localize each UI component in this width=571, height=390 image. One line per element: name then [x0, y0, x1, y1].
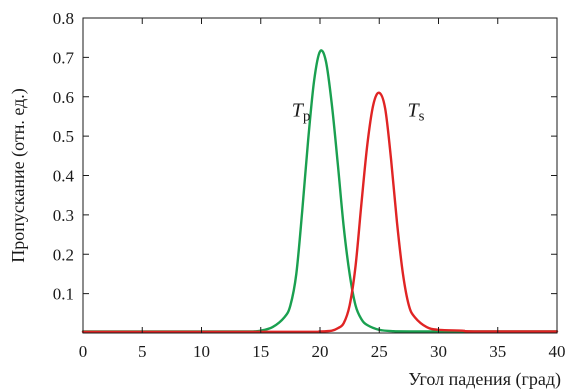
x-tick-label: 0	[79, 342, 88, 361]
x-tick-label: 10	[193, 342, 210, 361]
y-tick-label: 0.7	[53, 48, 75, 67]
y-tick-label: 0.5	[53, 127, 74, 146]
annotation-ts: Ts	[408, 99, 425, 124]
x-tick-label: 20	[312, 342, 329, 361]
series-line-ts	[81, 91, 559, 334]
y-axis-title: Пропускание (отн. ед.)	[8, 88, 29, 263]
axis-ticks	[83, 18, 557, 333]
x-tick-label: 25	[371, 342, 388, 361]
y-tick-label: 0.6	[53, 88, 74, 107]
x-tick-label: 5	[138, 342, 147, 361]
x-tick-label: 40	[549, 342, 566, 361]
y-tick-labels: 0.1 0.2 0.3 0.4 0.5 0.6 0.7 0.8	[53, 9, 75, 304]
annotation-tp: Tp	[292, 99, 311, 124]
x-tick-label: 30	[430, 342, 447, 361]
series-lines	[81, 49, 559, 334]
x-tick-labels: 0 5 10 15 20 25 30 35 40	[79, 342, 566, 361]
y-tick-label: 0.2	[53, 245, 74, 264]
x-tick-label: 15	[252, 342, 269, 361]
plot-area-frame	[82, 17, 558, 334]
y-tick-label: 0.4	[53, 167, 75, 186]
y-tick-label: 0.8	[53, 9, 74, 28]
x-axis-title: Угол падения (град)	[408, 369, 561, 390]
series-line-tp	[81, 49, 559, 333]
curve-annotations: Tp Ts	[292, 99, 425, 124]
y-tick-label: 0.1	[53, 285, 74, 304]
y-tick-label: 0.3	[53, 206, 74, 225]
x-tick-label: 35	[489, 342, 506, 361]
